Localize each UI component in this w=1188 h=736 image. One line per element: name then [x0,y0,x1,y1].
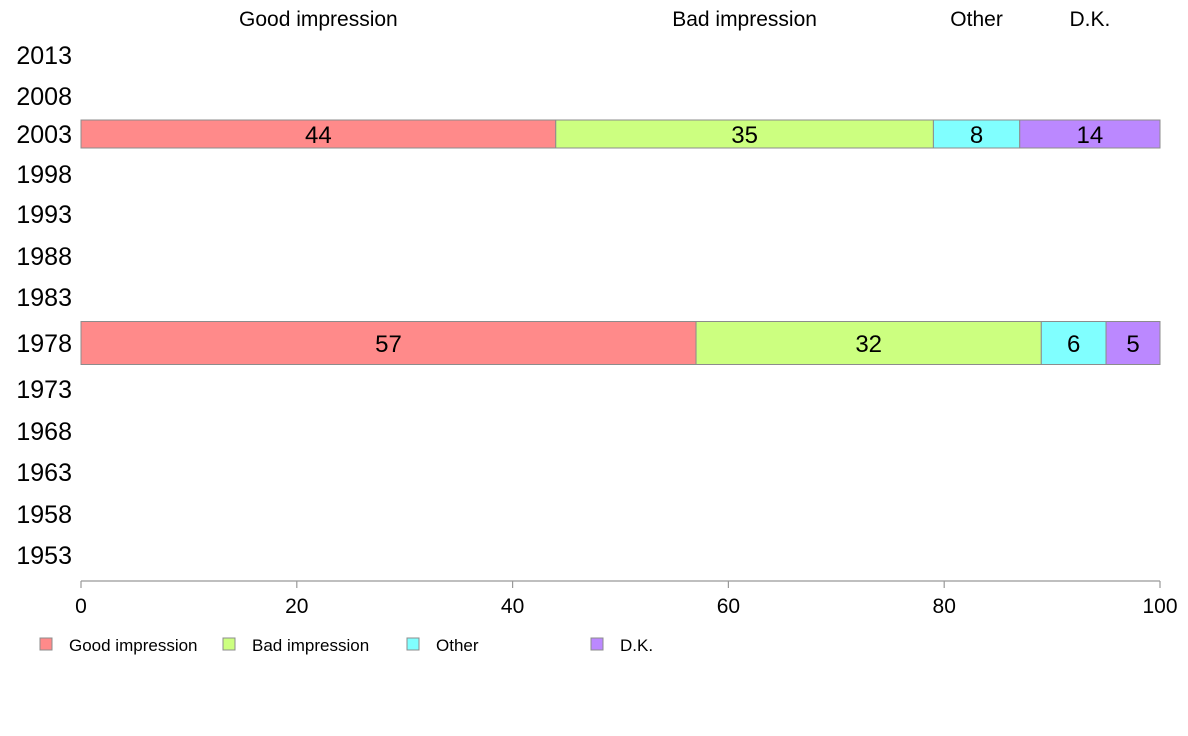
x-tick-label: 40 [501,595,524,618]
legend-label: Good impression [69,636,198,655]
legend-swatch [222,637,236,651]
legend-label: Bad impression [252,636,369,655]
value-label: 5 [1126,331,1139,358]
year-label: 1998 [16,161,72,189]
year-label: 1958 [16,501,72,529]
year-label: 1968 [16,418,72,446]
x-axis: 0 20 40 60 80 100 [75,580,1178,618]
value-label: 57 [375,331,402,358]
year-label: 1953 [16,542,72,570]
bar-segment [1040,321,1107,365]
value-label: 32 [855,331,882,358]
year-axis-labels: 2013 2008 2003 1998 1993 1988 1983 1978 1973 1968… [16,42,72,570]
column-header: Good impression [239,8,398,31]
value-label: 8 [970,122,983,149]
legend: Good impression Bad impression Other D.K. [39,636,653,655]
bar-segment [932,119,1021,149]
bar-segment [80,119,557,149]
x-tick-label: 100 [1142,595,1177,618]
legend-swatch [39,637,53,651]
year-label: 1978 [16,330,72,358]
bar-segment [1105,321,1161,365]
x-tick-label: 80 [933,595,956,618]
year-label: 2013 [16,42,72,70]
value-label: 6 [1067,331,1080,358]
legend-label: Other [436,636,479,655]
x-tick-label: 0 [75,595,87,618]
year-label: 1973 [16,376,72,404]
column-headers: Good impression Bad impression Other D.K. [239,8,1110,31]
year-label: 2008 [16,83,72,111]
year-label: 1988 [16,243,72,271]
bar-segment [555,119,934,149]
legend-swatch [590,637,604,651]
year-label: 1963 [16,459,72,487]
year-label: 1983 [16,284,72,312]
column-header: D.K. [1069,8,1110,31]
legend-label: D.K. [620,636,653,655]
year-label: 2003 [16,121,72,149]
column-header: Other [950,8,1003,31]
value-label: 14 [1077,122,1104,149]
column-header: Bad impression [672,8,817,31]
value-label: 44 [305,122,332,149]
bar-segment [695,321,1042,365]
bar-segment [1019,119,1161,149]
bar-segment [80,321,697,365]
legend-swatch [406,637,420,651]
x-tick-label: 60 [717,595,740,618]
bars: 44 35 8 14 57 32 6 5 [80,119,1161,365]
year-label: 1993 [16,201,72,229]
value-label: 35 [731,122,758,149]
x-tick-label: 20 [285,595,308,618]
